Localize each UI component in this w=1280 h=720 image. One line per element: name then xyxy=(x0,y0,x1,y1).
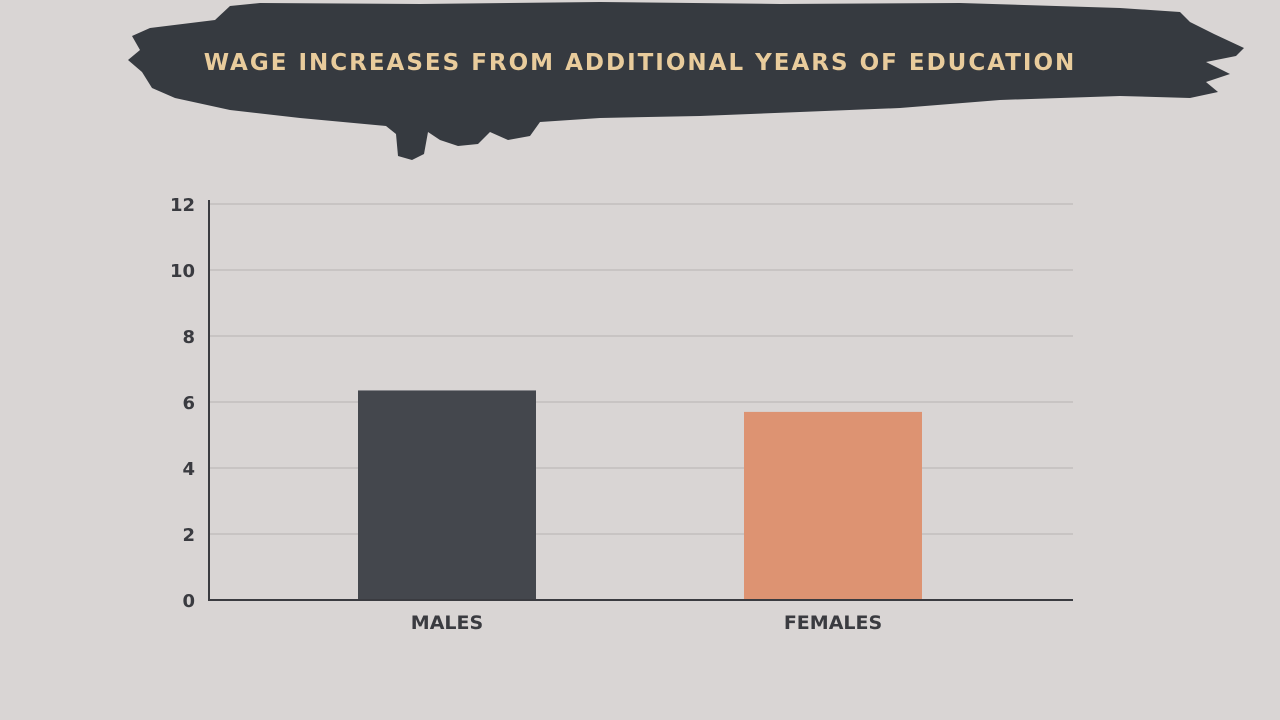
gridlines xyxy=(209,203,1073,535)
y-tick-label-0: 0 xyxy=(182,591,195,612)
brush-stroke-banner xyxy=(128,2,1244,160)
y-tick-label-8: 8 xyxy=(182,327,195,348)
y-tick-label-10: 10 xyxy=(170,261,195,282)
x-axis-category-labels: MALES FEMALES xyxy=(411,612,882,634)
title-banner: WAGE INCREASES FROM ADDITIONAL YEARS OF … xyxy=(128,2,1244,160)
bars xyxy=(358,390,922,600)
bar-males xyxy=(358,390,536,600)
y-tick-label-6: 6 xyxy=(182,393,195,414)
chart-title: WAGE INCREASES FROM ADDITIONAL YEARS OF … xyxy=(204,50,1077,76)
y-tick-label-4: 4 xyxy=(182,459,195,480)
x-category-label-males: MALES xyxy=(411,612,483,634)
y-tick-label-2: 2 xyxy=(182,525,195,546)
bar-females xyxy=(744,411,922,600)
y-axis-tick-labels: 0 2 4 6 8 10 12 xyxy=(170,195,195,612)
y-tick-label-12: 12 xyxy=(170,195,195,216)
x-category-label-females: FEMALES xyxy=(784,612,882,634)
